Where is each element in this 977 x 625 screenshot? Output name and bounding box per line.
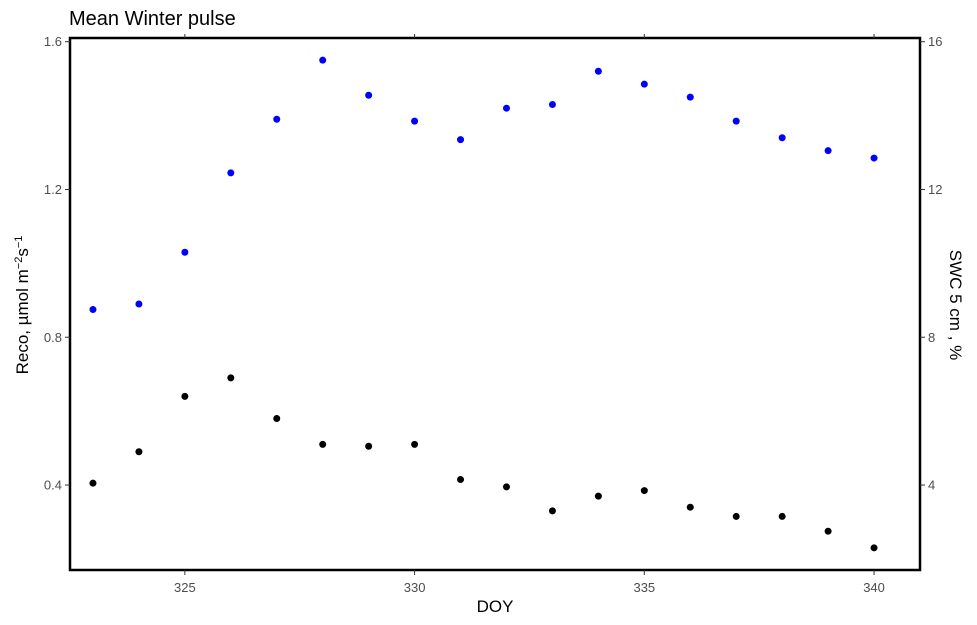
data-point <box>135 300 143 308</box>
y2-tick-label: 16 <box>928 34 942 49</box>
data-points <box>89 56 878 552</box>
y-tick-label: 0.8 <box>44 330 62 345</box>
y-axis-title-main: Reco, µmol m <box>13 269 32 374</box>
data-point <box>411 117 419 125</box>
data-point <box>273 415 281 423</box>
y-tick-label: 0.4 <box>44 478 62 493</box>
data-point <box>686 503 694 511</box>
x-axis-title: DOY <box>477 597 514 616</box>
data-point <box>548 101 556 108</box>
data-point <box>273 115 281 123</box>
data-point <box>594 492 602 500</box>
data-point <box>181 248 189 256</box>
data-point <box>594 67 602 75</box>
plot-area <box>68 36 922 572</box>
data-point <box>870 154 878 162</box>
data-point <box>227 169 235 177</box>
data-point <box>824 527 832 535</box>
data-point <box>640 487 648 495</box>
y-axis-title-sup1: −2 <box>13 257 25 270</box>
x-tick-label: 335 <box>633 580 655 595</box>
series-1 <box>89 374 878 552</box>
x-tick-label: 340 <box>863 580 885 595</box>
y-tick-label: 1.2 <box>44 182 62 197</box>
y-tick-label: 1.6 <box>44 34 62 49</box>
data-point <box>411 440 419 448</box>
data-point <box>365 442 373 450</box>
data-point <box>319 440 327 448</box>
data-point <box>227 374 235 382</box>
chart-title: Mean Winter pulse <box>69 8 236 30</box>
data-point <box>457 136 465 144</box>
x-axis: 325 330 335 340 <box>174 34 885 595</box>
y-axis-left: 0.4 0.8 1.2 1.6 <box>44 34 70 493</box>
data-point <box>135 448 143 456</box>
y-axis-right: 4 8 12 16 <box>920 34 942 493</box>
data-point <box>502 104 510 112</box>
x-tick-label: 325 <box>174 580 196 595</box>
y2-tick-label: 4 <box>928 478 935 493</box>
y2-tick-label: 8 <box>928 330 935 345</box>
data-point <box>870 544 878 552</box>
data-point <box>181 392 189 400</box>
data-point <box>824 147 832 155</box>
y2-tick-label: 12 <box>928 182 942 197</box>
data-point <box>686 93 694 101</box>
plot-frame <box>68 36 922 572</box>
data-point <box>502 483 510 491</box>
data-point <box>89 306 97 314</box>
y2-axis-title: SWC 5 cm , % <box>946 250 965 361</box>
y-axis-title: Reco, µmol m−2s−1 <box>13 236 32 375</box>
data-point <box>548 507 556 515</box>
series-2 <box>89 56 878 314</box>
y-axis-title-sup2: −1 <box>13 236 25 249</box>
data-point <box>319 56 327 64</box>
data-point <box>457 475 465 483</box>
y-axis-title-mid: s <box>13 248 32 257</box>
data-point <box>778 134 786 142</box>
x-tick-label: 330 <box>404 580 426 595</box>
data-point <box>732 117 740 125</box>
data-point <box>365 91 373 99</box>
data-point <box>778 512 786 520</box>
data-point <box>89 479 97 487</box>
data-point <box>640 80 648 88</box>
data-point <box>732 512 740 520</box>
